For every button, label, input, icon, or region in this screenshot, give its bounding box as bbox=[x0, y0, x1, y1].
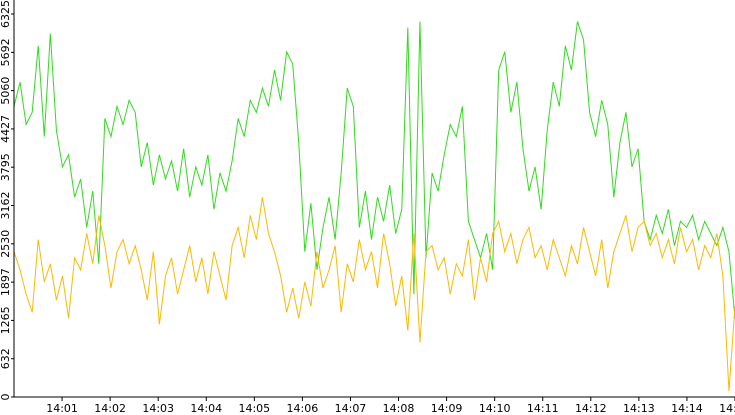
y-tick-label: 5692 bbox=[0, 38, 12, 66]
y-tick-label: 2530 bbox=[0, 230, 12, 258]
y-tick-label: 4427 bbox=[0, 115, 12, 143]
y-tick-label: 632 bbox=[0, 348, 12, 369]
x-tick-label: 14:13 bbox=[623, 402, 655, 415]
series-line bbox=[13, 197, 735, 391]
y-tick-label: 3162 bbox=[0, 192, 12, 220]
x-tick-label: 14:01 bbox=[46, 402, 78, 415]
x-tick-label: 14:11 bbox=[527, 402, 559, 415]
x-tick-label: 14:14 bbox=[671, 402, 703, 415]
x-tick-label: 14:05 bbox=[238, 402, 270, 415]
x-tick-label: 14:03 bbox=[142, 402, 174, 415]
y-tick-label: 5060 bbox=[0, 77, 12, 105]
x-tick-label: 14:06 bbox=[287, 402, 319, 415]
x-tick-label: 14:04 bbox=[190, 402, 222, 415]
y-tick-label: 1265 bbox=[0, 306, 12, 334]
x-tick-label: 14:10 bbox=[479, 402, 511, 415]
series-line bbox=[13, 21, 735, 319]
y-tick-label: 1897 bbox=[0, 268, 12, 296]
x-tick-label: 14:02 bbox=[94, 402, 126, 415]
y-tick-label: 0 bbox=[0, 394, 12, 401]
x-tick-label: 14:09 bbox=[431, 402, 463, 415]
x-tick-label: 14:07 bbox=[335, 402, 367, 415]
x-tick-label: 14:12 bbox=[575, 402, 607, 415]
x-tick-label: 14:15 bbox=[719, 402, 735, 415]
y-tick-label: 3795 bbox=[0, 153, 12, 181]
x-tick-label: 14:08 bbox=[383, 402, 415, 415]
y-tick-label: 6325 bbox=[0, 0, 12, 28]
